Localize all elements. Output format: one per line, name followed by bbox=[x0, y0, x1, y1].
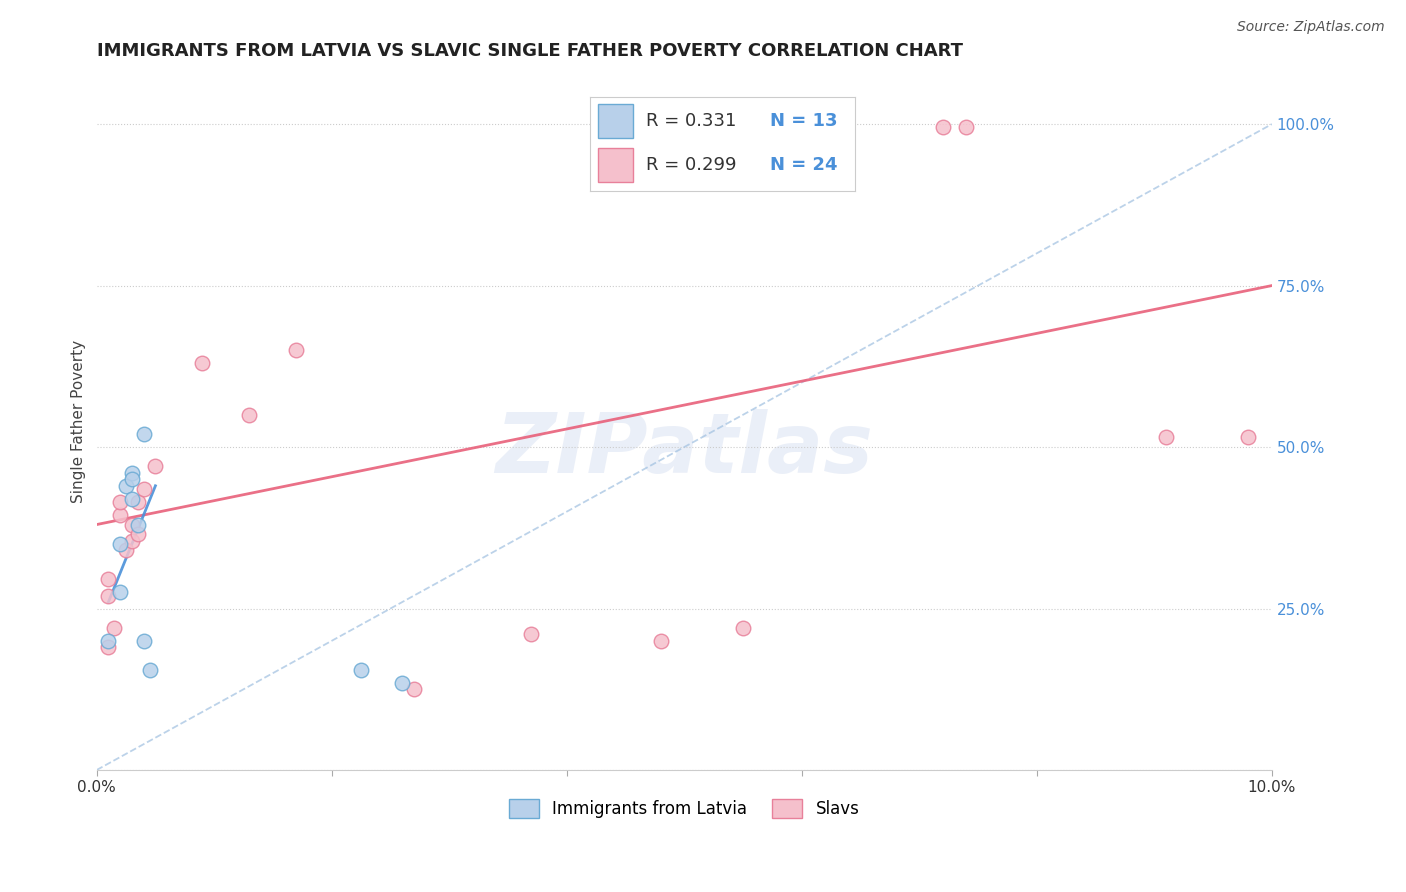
Point bbox=[127, 527, 149, 541]
Point bbox=[121, 533, 143, 548]
Point bbox=[1237, 430, 1260, 444]
Point bbox=[145, 459, 167, 474]
Point bbox=[108, 508, 131, 522]
Point bbox=[650, 633, 672, 648]
Point bbox=[115, 479, 138, 493]
Point bbox=[391, 675, 413, 690]
Text: ZIPatlas: ZIPatlas bbox=[495, 409, 873, 490]
Point bbox=[108, 495, 131, 509]
Point bbox=[932, 120, 955, 135]
Point bbox=[97, 573, 120, 587]
Point bbox=[955, 120, 977, 135]
Point bbox=[121, 517, 143, 532]
Point bbox=[138, 663, 160, 677]
Point bbox=[731, 621, 754, 635]
Point bbox=[121, 466, 143, 480]
Point bbox=[127, 517, 149, 532]
Point bbox=[402, 682, 425, 697]
Point bbox=[121, 491, 143, 506]
Point bbox=[238, 408, 260, 422]
Legend: Immigrants from Latvia, Slavs: Immigrants from Latvia, Slavs bbox=[502, 792, 866, 824]
Point bbox=[115, 543, 138, 558]
Point bbox=[790, 136, 813, 151]
Point bbox=[285, 343, 308, 358]
Point bbox=[97, 589, 120, 603]
Text: IMMIGRANTS FROM LATVIA VS SLAVIC SINGLE FATHER POVERTY CORRELATION CHART: IMMIGRANTS FROM LATVIA VS SLAVIC SINGLE … bbox=[97, 42, 963, 60]
Point bbox=[1154, 430, 1177, 444]
Point bbox=[520, 627, 543, 641]
Text: Source: ZipAtlas.com: Source: ZipAtlas.com bbox=[1237, 20, 1385, 34]
Point bbox=[350, 663, 373, 677]
Y-axis label: Single Father Poverty: Single Father Poverty bbox=[72, 340, 86, 503]
Point bbox=[127, 495, 149, 509]
Point bbox=[108, 537, 131, 551]
Point bbox=[97, 640, 120, 655]
Point bbox=[103, 621, 125, 635]
Point bbox=[97, 633, 120, 648]
Point bbox=[191, 356, 214, 370]
Point bbox=[132, 633, 155, 648]
Point bbox=[132, 482, 155, 496]
Point bbox=[132, 427, 155, 442]
Point bbox=[108, 585, 131, 599]
Point bbox=[121, 472, 143, 486]
